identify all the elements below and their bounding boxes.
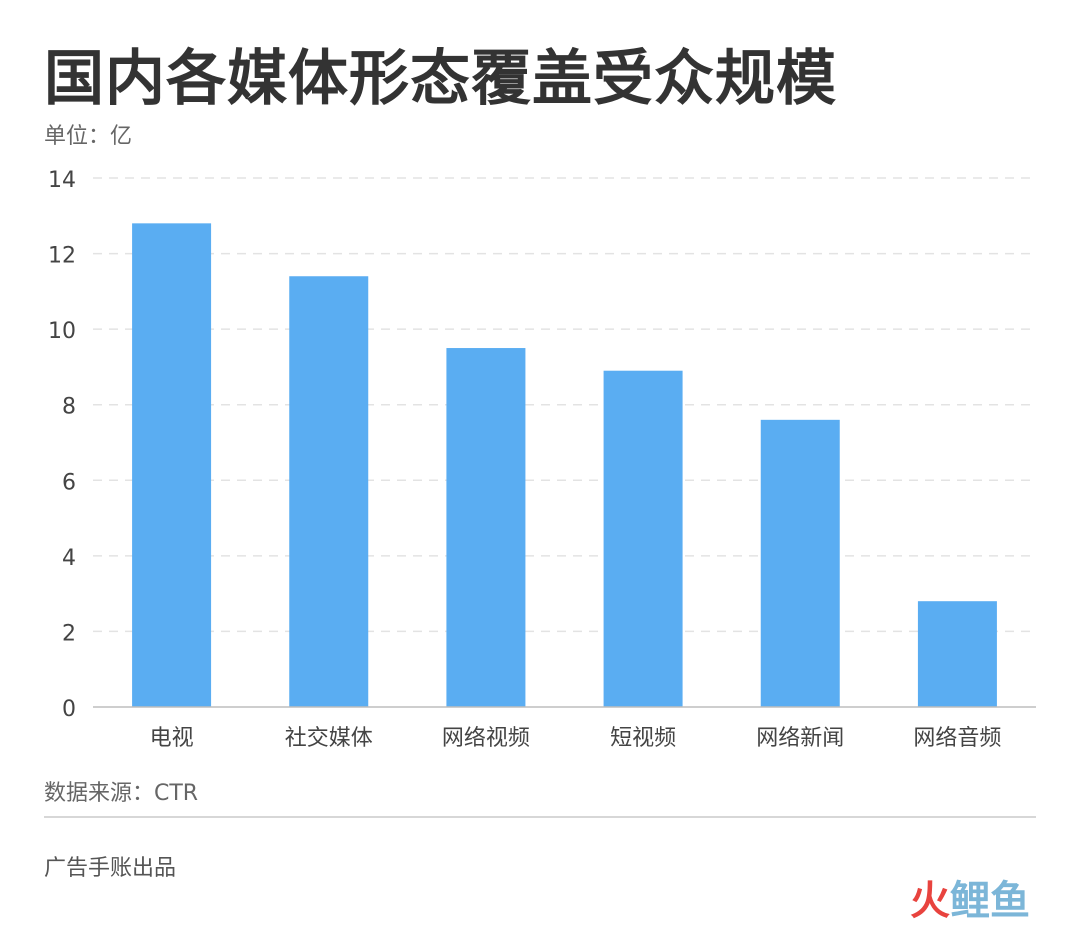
y-tick-label: 14: [48, 168, 76, 193]
x-tick-label: 社交媒体: [285, 726, 373, 751]
bar: [760, 419, 840, 707]
grid-lines: [93, 177, 1036, 633]
bar: [917, 601, 997, 707]
footer-divider: [44, 816, 1036, 818]
bar: [603, 370, 683, 707]
chart-title: 国内各媒体形态覆盖受众规模: [44, 44, 837, 114]
y-tick-label: 4: [62, 546, 76, 571]
watermark-logo: 火鲤鱼: [910, 868, 1030, 926]
bars: [132, 223, 997, 708]
watermark-part-1: 火: [910, 878, 950, 924]
y-tick-label: 0: [62, 697, 76, 722]
x-tick-label: 网络音频: [913, 726, 1001, 751]
y-tick-label: 6: [62, 470, 76, 495]
x-tick-label: 电视: [150, 726, 194, 751]
x-tick-label: 网络新闻: [756, 726, 844, 751]
y-tick-label: 10: [48, 319, 76, 344]
producer-credit: 广告手账出品: [44, 856, 177, 881]
data-source: 数据来源：CTR: [44, 781, 199, 806]
unit-label: 单位：亿: [44, 124, 133, 149]
y-tick-label: 8: [62, 395, 76, 420]
x-tick-label: 网络视频: [442, 726, 530, 751]
watermark-part-2: 鲤鱼: [950, 878, 1030, 924]
tick-labels: 0 2 4 6 8 10 12 14 电视 社交媒体 网络视频 短视频 网络新闻 网络音频: [48, 168, 1001, 751]
bar: [446, 348, 526, 707]
bar: [132, 223, 212, 708]
bar: [289, 276, 369, 707]
y-tick-label: 2: [62, 621, 76, 646]
x-tick-label: 短视频: [610, 726, 676, 751]
y-tick-label: 12: [48, 244, 76, 269]
